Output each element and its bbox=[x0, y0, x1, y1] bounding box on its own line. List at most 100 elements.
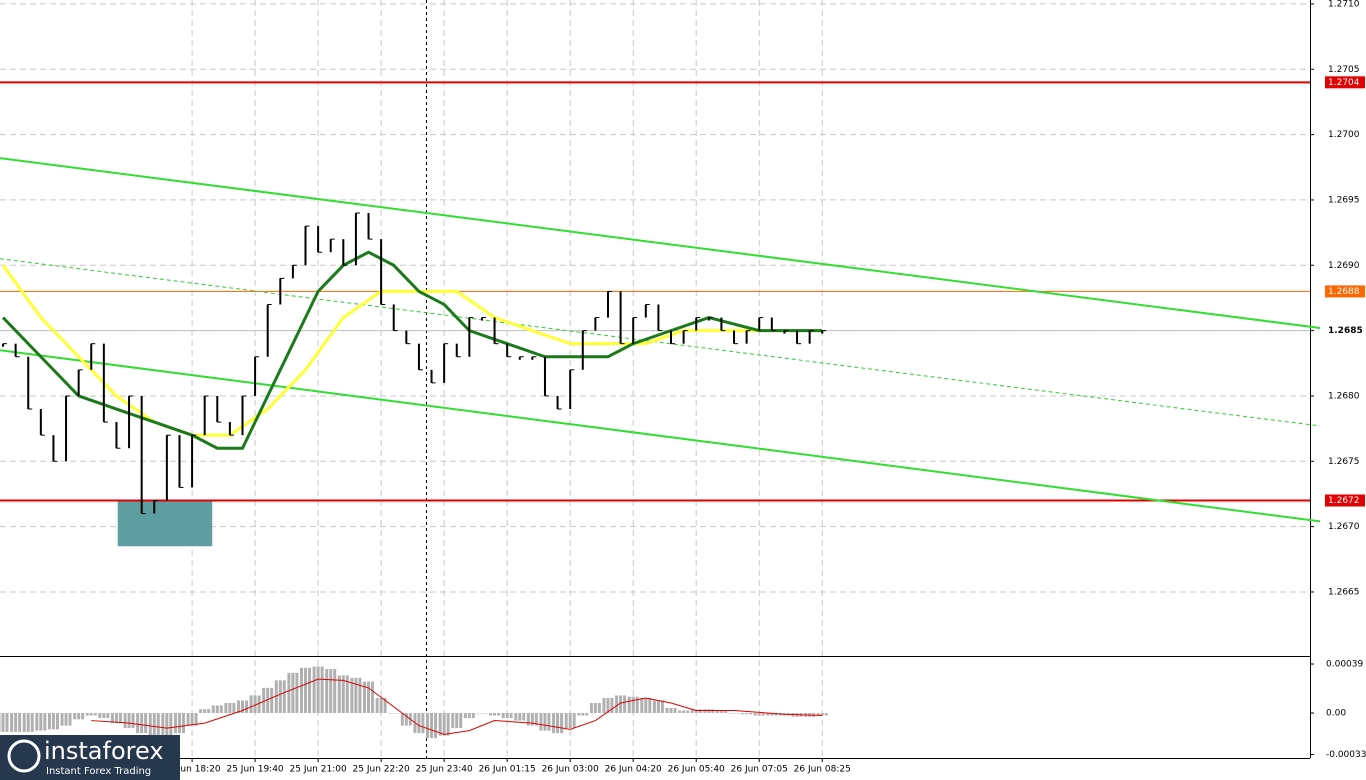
macd-bar bbox=[732, 713, 736, 714]
macd-bar bbox=[694, 709, 698, 714]
macd-bar bbox=[400, 713, 404, 726]
macd-bar bbox=[181, 713, 185, 734]
macd-bar bbox=[463, 713, 467, 719]
macd-bar bbox=[177, 713, 181, 734]
macd-bar bbox=[312, 666, 316, 714]
macd-bar bbox=[224, 702, 228, 714]
macd-bar bbox=[581, 713, 585, 716]
macd-bar bbox=[619, 695, 623, 714]
x-tick-label: 25 Jun 22:20 bbox=[353, 765, 410, 775]
macd-bar bbox=[14, 713, 18, 732]
macd-bar bbox=[144, 713, 148, 734]
macd-bar bbox=[627, 696, 631, 714]
macd-bar bbox=[211, 705, 215, 714]
macd-tick-label: 0.00039 bbox=[1326, 660, 1363, 670]
x-tick-label: 25 Jun 19:40 bbox=[226, 765, 283, 775]
macd-bar bbox=[228, 702, 232, 714]
macd-bar bbox=[30, 713, 34, 732]
macd-bar bbox=[514, 713, 518, 721]
macd-bar bbox=[568, 713, 572, 729]
macd-bar bbox=[106, 713, 110, 719]
macd-bar bbox=[215, 705, 219, 714]
macd-bar bbox=[371, 681, 375, 714]
macd-bar bbox=[640, 697, 644, 714]
macd-bar bbox=[304, 667, 308, 714]
macd-bar bbox=[123, 713, 127, 729]
macd-bar bbox=[467, 713, 471, 719]
macd-bar bbox=[493, 713, 497, 716]
y-tick-label: 1.2665 bbox=[1328, 587, 1360, 597]
macd-bar bbox=[308, 667, 312, 714]
macd-bar bbox=[534, 713, 538, 726]
macd-bar bbox=[602, 697, 606, 714]
price-label-box bbox=[1325, 494, 1365, 507]
macd-bar bbox=[341, 675, 345, 714]
macd-bar bbox=[509, 713, 513, 719]
macd-bar bbox=[451, 713, 455, 729]
moving-average bbox=[1, 264, 823, 437]
x-tick-label: 26 Jun 07:05 bbox=[731, 765, 788, 775]
price-label: 1.2704 bbox=[1328, 78, 1360, 88]
macd-bar bbox=[396, 713, 400, 714]
x-tick-label: 26 Jun 03:00 bbox=[542, 765, 599, 775]
macd-panel bbox=[0, 666, 828, 739]
y-tick-label: 1.2695 bbox=[1328, 195, 1360, 205]
macd-bar bbox=[484, 713, 488, 714]
price-label: 1.2672 bbox=[1328, 496, 1360, 506]
macd-bar bbox=[736, 713, 740, 714]
macd-bar bbox=[325, 669, 329, 714]
y-tick-label: 1.2680 bbox=[1328, 391, 1360, 401]
macd-bar bbox=[577, 713, 581, 716]
macd-bar bbox=[194, 713, 198, 726]
macd-bar bbox=[219, 705, 223, 714]
y-tick-label: 1.2710 bbox=[1328, 0, 1360, 9]
macd-bar bbox=[257, 695, 261, 714]
macd-bar bbox=[615, 695, 619, 714]
macd-bar bbox=[232, 702, 236, 714]
macd-bar bbox=[547, 713, 551, 731]
macd-bar bbox=[244, 700, 248, 714]
macd-bar bbox=[631, 696, 635, 714]
macd-bar bbox=[47, 713, 51, 730]
macd-bar bbox=[22, 713, 26, 732]
macd-bar bbox=[430, 713, 434, 739]
price-label: 1.2685 bbox=[1328, 326, 1363, 336]
macd-bar bbox=[350, 677, 354, 714]
macd-bar bbox=[320, 666, 324, 714]
macd-bar bbox=[51, 713, 55, 730]
macd-bar bbox=[345, 675, 349, 714]
macd-bar bbox=[270, 687, 274, 714]
macd-bar bbox=[682, 710, 686, 714]
macd-bar bbox=[73, 713, 77, 720]
macd-bar bbox=[93, 713, 97, 716]
macd-bar bbox=[665, 708, 669, 714]
macd-bar bbox=[169, 713, 173, 736]
macd-bar bbox=[68, 713, 72, 726]
macd-bar bbox=[161, 713, 165, 736]
macd-bar bbox=[186, 713, 190, 726]
macd-bar bbox=[89, 713, 93, 716]
macd-bar bbox=[287, 672, 291, 714]
macd-bar bbox=[476, 713, 480, 714]
macd-bar bbox=[203, 709, 207, 714]
macd-bar bbox=[673, 708, 677, 714]
y-tick-label: 1.2705 bbox=[1328, 65, 1360, 75]
macd-bar bbox=[262, 687, 266, 714]
macd-bar bbox=[148, 713, 152, 737]
macd-bar bbox=[379, 697, 383, 714]
macd-bar bbox=[585, 713, 589, 716]
macd-bar bbox=[480, 713, 484, 714]
x-tick-label: 25 Jun 18:20 bbox=[163, 765, 220, 775]
macd-bar bbox=[446, 713, 450, 736]
trend-line bbox=[0, 157, 1321, 329]
macd-bar bbox=[753, 713, 757, 716]
macd-bar bbox=[690, 709, 694, 714]
macd-bar bbox=[597, 702, 601, 714]
macd-bar bbox=[156, 713, 160, 737]
y-tick-label: 1.2675 bbox=[1328, 457, 1360, 467]
macd-bar bbox=[18, 713, 22, 732]
macd-bar bbox=[560, 713, 564, 734]
x-tick-label: 25 Jun 21:00 bbox=[290, 765, 347, 775]
macd-bar bbox=[207, 709, 211, 714]
macd-bar bbox=[698, 709, 702, 714]
